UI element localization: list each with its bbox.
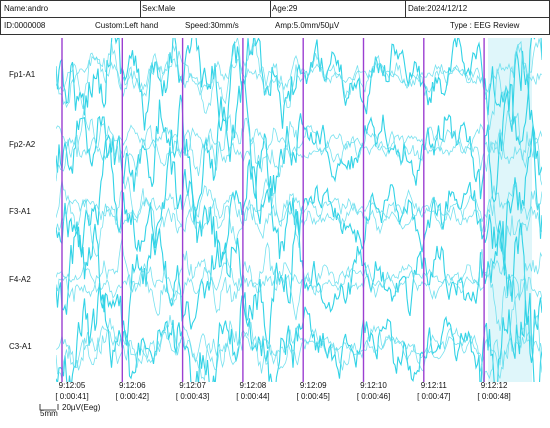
header-field: Sex:Male: [142, 4, 176, 13]
eeg-trace: [56, 324, 542, 379]
time-label: 9:12:05: [59, 381, 86, 390]
channel-label: C3-A1: [9, 342, 32, 351]
eeg-trace: [56, 211, 542, 363]
scale-amp: 20µV(Eeg): [62, 403, 101, 412]
scale-glyph: [39, 404, 56, 411]
channel-label: Fp2-A2: [9, 140, 36, 149]
scale-time: 5mm: [40, 409, 58, 418]
eeg-trace: [56, 40, 542, 98]
header-field: Date:2024/12/12: [408, 4, 468, 13]
time-label: 9:12:11: [421, 381, 448, 390]
time-label: 9:12:12: [481, 381, 508, 390]
channel-label: Fp1-A1: [9, 70, 36, 79]
time-label: 9:12:06: [119, 381, 146, 390]
elapsed-label: [ 0:00:43]: [176, 392, 209, 401]
channel-labels: Fp1-A1 Fp2-A2 F3-A1 F4-A2 C3-A1: [9, 70, 36, 351]
time-label: 9:12:10: [360, 381, 387, 390]
header-field: ID:0000008: [4, 21, 46, 30]
header-field: Type : EEG Review: [450, 21, 520, 30]
eeg-trace: [56, 107, 542, 186]
eeg-trace: [56, 238, 542, 331]
waveforms: [56, 38, 542, 382]
elapsed-label: [ 0:00:45]: [297, 392, 330, 401]
eeg-trace: [56, 38, 542, 131]
time-label: 9:12:08: [240, 381, 267, 390]
header-field: Age:29: [272, 4, 298, 13]
time-label: 9:12:09: [300, 381, 327, 390]
time-marks: 9:12:05 [ 0:00:41] 9:12:06 [ 0:00:42] 9:12:0…: [55, 38, 511, 401]
elapsed-label: [ 0:00:48]: [477, 392, 510, 401]
eeg-trace: [56, 123, 542, 169]
channel-label: F4-A2: [9, 275, 31, 284]
eeg-trace: [56, 282, 542, 382]
header-field: Speed:30mm/s: [185, 21, 239, 30]
elapsed-label: [ 0:00:44]: [236, 392, 269, 401]
eeg-trace: [56, 257, 542, 299]
header-field: Amp:5.0mm/50µV: [275, 21, 340, 30]
elapsed-label: [ 0:00:42]: [116, 392, 149, 401]
header-field: Custom:Left hand: [95, 21, 158, 30]
eeg-trace: [56, 181, 542, 239]
elapsed-label: [ 0:00:47]: [417, 392, 450, 401]
scale-bar: 5mm 20µV(Eeg): [39, 403, 101, 418]
header: Name:andro Sex:Male Age:29 Date:2024/12/12 I…: [4, 0, 520, 30]
elapsed-label: [ 0:00:46]: [357, 392, 390, 401]
header-field: Name:andro: [4, 4, 49, 13]
eeg-trace: [56, 81, 542, 215]
time-label: 9:12:07: [179, 381, 206, 390]
eeg-trace: [56, 176, 542, 260]
elapsed-label: [ 0:00:41]: [55, 392, 88, 401]
channel-label: F3-A1: [9, 207, 31, 216]
eeg-trace: [56, 38, 542, 132]
